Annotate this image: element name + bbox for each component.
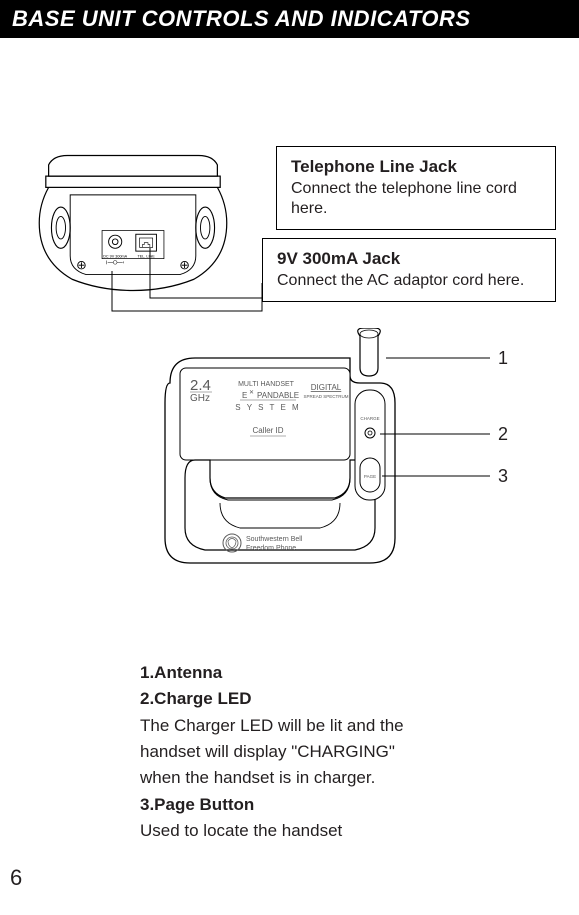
d3-body: Used to locate the handset <box>140 818 500 844</box>
page-header: BASE UNIT CONTROLS AND INDICATORS <box>0 0 579 38</box>
d2-title: 2.Charge LED <box>140 686 500 712</box>
mid-section: 2.4 GHz MULTI HANDSET E ✕ PANDABLE S Y S… <box>0 298 579 638</box>
callout-title: 9V 300mA Jack <box>277 249 541 269</box>
top-section: DC 9V 300mA TEL. LINE Telephone Line Jac… <box>0 38 579 298</box>
page-number: 6 <box>10 865 22 891</box>
description-block: 1.Antenna 2.Charge LED The Charger LED w… <box>140 660 500 844</box>
callout-body: Connect the telephone line cord here. <box>291 179 541 219</box>
callout-power: 9V 300mA Jack Connect the AC adaptor cor… <box>262 238 556 302</box>
callout-title: Telephone Line Jack <box>291 157 541 177</box>
num-3: 3 <box>498 466 508 487</box>
d1-title: 1.Antenna <box>140 660 500 686</box>
num-2: 2 <box>498 424 508 445</box>
d2-body: handset will display "CHARGING" <box>140 739 500 765</box>
num-1: 1 <box>498 348 508 369</box>
callout-body: Connect the AC adaptor cord here. <box>277 271 541 291</box>
d3-title: 3.Page Button <box>140 792 500 818</box>
header-title: BASE UNIT CONTROLS AND INDICATORS <box>12 6 471 31</box>
d2-body: when the handset is in charger. <box>140 765 500 791</box>
callout-tel-line: Telephone Line Jack Connect the telephon… <box>276 146 556 230</box>
d2-body: The Charger LED will be lit and the <box>140 713 500 739</box>
